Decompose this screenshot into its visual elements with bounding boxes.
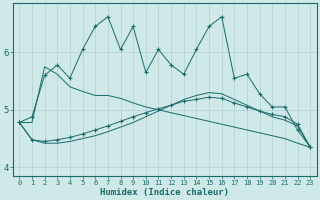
X-axis label: Humidex (Indice chaleur): Humidex (Indice chaleur) xyxy=(100,188,229,197)
